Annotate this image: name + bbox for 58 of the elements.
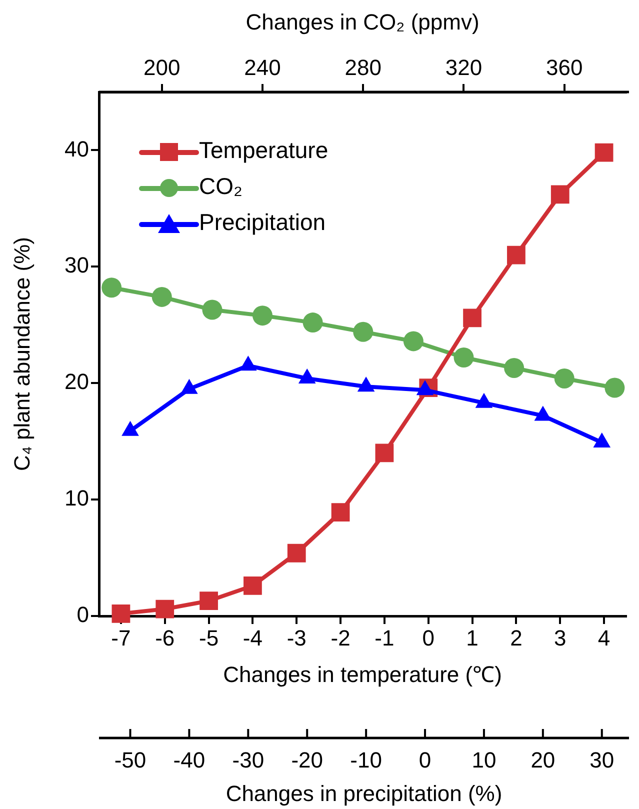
x-tick-label: -3 [286,625,306,650]
x-axis-title: Changes in temperature (℃) [223,662,502,687]
point [357,376,375,392]
point [287,544,306,562]
point [375,444,394,462]
point [298,368,316,384]
x2-tick-label: 320 [445,54,482,80]
point [112,604,130,623]
x-tick-label: 10 [472,747,496,772]
x-tick-label: -20 [291,747,324,772]
point [180,378,198,394]
y-tick-label: 30 [64,252,89,278]
x2-axis-title: Changes in CO₂ (ppmv) [246,9,480,34]
point [244,576,262,595]
point [507,246,526,264]
legend-label: Temperature [199,137,328,163]
x-tick-label: -7 [111,625,131,650]
x2-tick-label: 240 [244,54,281,80]
y-tick-label: 10 [64,486,89,511]
x-tick-label: -2 [330,625,350,650]
point [594,143,614,162]
x2-tick-label: 200 [144,54,180,80]
x-tick-label: -1 [374,625,394,650]
x-tick-label: -4 [242,625,262,650]
x-tick-label: -5 [199,625,219,650]
x2-tick-label: 280 [344,54,382,80]
point [331,503,350,522]
point [593,432,611,448]
point [463,308,482,328]
x-tick-label: 1 [466,625,478,650]
x-tick-label: -30 [232,747,264,772]
x-axis-title: Changes in precipitation (%) [226,780,502,806]
x-tick-label: -40 [173,747,206,772]
point [534,406,552,421]
x-tick-label: 4 [598,625,610,650]
y-tick-label: 40 [64,136,89,162]
x-tick-label: 3 [554,625,566,650]
x-tick-label: -6 [155,625,175,650]
x-tick-label: -10 [350,747,382,772]
x-tick-label: 2 [510,625,522,650]
legend-label: CO₂ [199,173,242,199]
x-tick-label: 0 [422,625,434,650]
point [416,380,434,396]
legend-label: Precipitation [199,209,326,235]
x-tick-label: 0 [418,747,432,772]
point [156,600,174,618]
point [475,392,493,408]
x-tick-label: 30 [590,747,614,772]
point [239,356,257,371]
y-axis-title: C₄ plant abundance (%) [9,236,34,472]
x-tick-label: -50 [114,747,146,772]
point [200,592,218,610]
x-tick-label: 20 [530,747,556,772]
point [122,420,139,436]
y-tick-label: 0 [76,602,89,628]
y-tick-label: 20 [64,369,89,394]
x2-tick-label: 360 [546,54,583,80]
point [550,185,570,204]
